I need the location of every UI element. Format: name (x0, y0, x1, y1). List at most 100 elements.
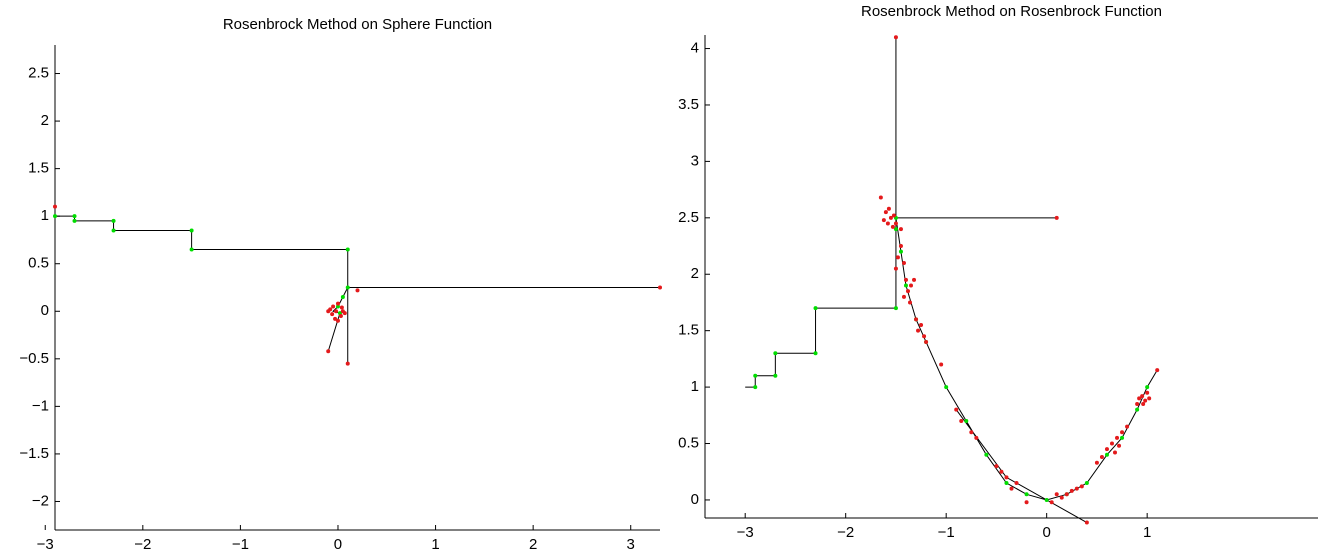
point (893, 266, 898, 271)
point (189, 228, 194, 233)
y-tick-label: 3.5 (678, 96, 699, 113)
x-tick-label: 1 (431, 536, 439, 553)
point (1141, 402, 1146, 407)
point (1120, 430, 1125, 435)
point (1054, 492, 1059, 497)
y-tick-label: 0 (691, 491, 699, 508)
chart-title: Rosenbrock Method on Sphere Function (223, 16, 492, 33)
chart-title: Rosenbrock Method on Rosenbrock Function (861, 3, 1162, 20)
point (1084, 520, 1089, 525)
point (893, 35, 898, 40)
point (890, 224, 895, 229)
point (1155, 368, 1160, 373)
point (345, 247, 350, 252)
point (111, 228, 116, 233)
point (53, 214, 57, 219)
search-path (745, 37, 1158, 523)
y-tick-label: −0.5 (19, 350, 49, 367)
point (901, 260, 906, 265)
point (1079, 484, 1084, 489)
point (326, 349, 331, 354)
x-tick-label: 0 (1043, 524, 1051, 541)
x-tick-label: 1 (1143, 524, 1151, 541)
point (893, 306, 898, 311)
point (53, 204, 57, 209)
point (335, 301, 340, 306)
point (1094, 460, 1099, 465)
point (909, 283, 914, 288)
point (1113, 450, 1118, 455)
y-tick-label: −2 (32, 492, 49, 509)
point (905, 289, 910, 294)
x-tick-label: −1 (232, 536, 249, 553)
point (1117, 443, 1122, 448)
point (753, 385, 758, 390)
point (898, 244, 903, 249)
point (888, 215, 893, 220)
y-tick-label: 1.5 (678, 322, 699, 339)
x-tick-label: 0 (334, 536, 342, 553)
point (342, 311, 347, 316)
point (924, 339, 929, 344)
point (908, 300, 913, 305)
point (1099, 455, 1104, 460)
point (1069, 488, 1074, 493)
point (999, 469, 1004, 474)
y-tick-label: 2 (691, 265, 699, 282)
y-tick-label: 2.5 (28, 64, 49, 81)
point (338, 314, 343, 319)
point (898, 249, 903, 254)
point (914, 317, 919, 322)
point (895, 255, 900, 260)
point (658, 285, 662, 290)
x-tick-label: 3 (627, 536, 635, 553)
y-tick-label: 4 (691, 40, 699, 57)
point (1115, 435, 1120, 440)
point (1044, 497, 1049, 502)
point (903, 283, 908, 288)
point (954, 407, 959, 412)
x-tick-label: 2 (529, 536, 537, 553)
y-tick-label: 2.5 (678, 209, 699, 226)
point (1143, 398, 1148, 403)
point (1145, 390, 1150, 395)
point (813, 351, 818, 356)
point (881, 218, 886, 223)
point (994, 464, 999, 469)
point (1014, 481, 1019, 486)
point (898, 227, 903, 232)
point (331, 304, 336, 309)
point (355, 288, 360, 293)
point (72, 218, 77, 223)
point (886, 206, 891, 211)
point (345, 285, 350, 290)
point (326, 309, 331, 314)
point (1004, 481, 1009, 486)
point (333, 316, 338, 321)
point (1120, 435, 1125, 440)
point (1054, 215, 1059, 220)
y-tick-label: 0.5 (28, 255, 49, 272)
point (72, 214, 77, 219)
point (885, 221, 890, 226)
point (1024, 492, 1029, 497)
point (1135, 402, 1140, 407)
x-tick-label: −2 (837, 524, 854, 541)
point (891, 213, 896, 218)
point (111, 218, 116, 223)
point (974, 435, 979, 440)
point (1049, 500, 1054, 505)
point (912, 277, 917, 282)
point (1135, 407, 1140, 412)
point (901, 294, 906, 299)
point (1125, 424, 1130, 429)
y-tick-label: 1 (41, 207, 49, 224)
point (903, 277, 908, 282)
search-path (54, 206, 660, 364)
point (922, 334, 927, 339)
point (813, 306, 818, 311)
point (1009, 486, 1014, 491)
point (1109, 441, 1114, 446)
y-tick-label: 0 (41, 302, 49, 319)
